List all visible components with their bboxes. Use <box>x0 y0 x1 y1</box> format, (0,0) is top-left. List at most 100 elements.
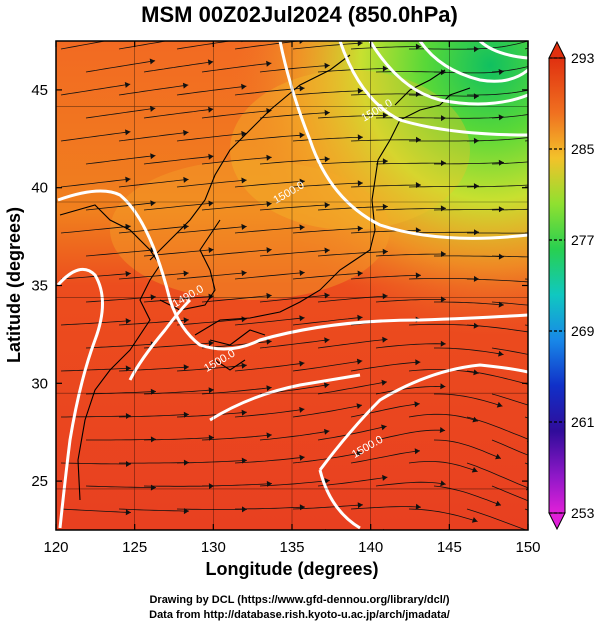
streamline-arrow <box>585 529 591 535</box>
chart-title: MSM 00Z02Jul2024 (850.0hPa) <box>141 2 458 27</box>
streamline <box>234 408 305 418</box>
streamline-arrow <box>125 318 131 324</box>
streamline <box>118 414 189 418</box>
streamline-arrow <box>299 360 305 367</box>
streamline <box>317 338 388 349</box>
streamline-arrow <box>266 385 272 392</box>
streamline-arrow <box>125 413 131 419</box>
streamline-arrow <box>125 365 131 372</box>
streamline <box>491 255 528 258</box>
streamline <box>118 84 189 96</box>
streamline <box>375 207 447 211</box>
streamline <box>60 83 131 96</box>
streamline <box>408 369 479 374</box>
streamline-arrow <box>587 384 593 390</box>
streamline-arrow <box>150 436 156 443</box>
streamline-arrow <box>266 201 272 207</box>
streamline <box>144 532 214 535</box>
streamline <box>201 295 272 303</box>
streamline-arrow <box>357 270 363 277</box>
y-axis-title: Latitude (degrees) <box>4 207 24 363</box>
streamline-arrow <box>324 109 330 116</box>
streamline-arrow <box>324 62 330 69</box>
streamline-arrow <box>324 337 330 344</box>
streamline <box>85 391 157 395</box>
streamline <box>85 60 156 73</box>
streamline <box>292 504 363 510</box>
streamline <box>60 508 131 513</box>
streamline-arrow <box>532 230 537 236</box>
streamline <box>434 393 503 407</box>
streamline-arrow <box>357 314 363 321</box>
streamline-arrow <box>267 530 272 536</box>
streamline <box>85 107 156 119</box>
streamline-arrow <box>495 500 501 507</box>
streamline-arrow <box>241 177 247 184</box>
y-tick-label: 35 <box>31 278 48 295</box>
y-tick-label: 45 <box>31 82 48 99</box>
streamline <box>408 94 480 97</box>
x-tick-label: 135 <box>279 539 304 556</box>
streamline-arrow <box>183 129 189 136</box>
streamline <box>317 425 387 441</box>
streamline <box>118 508 189 512</box>
x-tick-label: 130 <box>201 539 226 556</box>
colorbar-ticks: 293 285 277 269 261 253 <box>549 50 595 521</box>
streamline-arrow <box>498 159 504 166</box>
streamline-arrow <box>498 253 504 260</box>
streamline <box>491 114 528 119</box>
streamline-arrow <box>496 401 503 408</box>
streamline <box>466 324 528 333</box>
streamline <box>86 532 156 536</box>
streamline-arrow <box>324 292 330 299</box>
streamline-arrow <box>241 130 247 137</box>
streamline <box>491 161 528 165</box>
streamline <box>176 318 247 326</box>
streamline <box>375 385 446 395</box>
streamline-arrow <box>356 450 363 457</box>
streamline <box>433 208 505 211</box>
streamline-arrow <box>498 69 504 75</box>
streamline <box>491 485 528 502</box>
streamline-arrow <box>473 183 479 190</box>
streamline-arrow <box>415 227 421 234</box>
streamline <box>118 41 169 50</box>
streamline <box>86 438 157 441</box>
streamline <box>259 480 330 487</box>
streamline <box>375 481 446 487</box>
colorbar-label: 253 <box>571 505 595 521</box>
streamline-arrow <box>382 474 388 481</box>
streamline-arrow <box>124 82 131 88</box>
streamline-arrow <box>357 502 363 509</box>
streamline-arrow <box>415 91 421 97</box>
streamline <box>85 343 156 349</box>
streamline-arrow <box>531 87 537 93</box>
x-tick-labels: 120 125 130 135 140 145 150 <box>43 539 540 556</box>
streamline-arrow <box>324 202 330 209</box>
streamline <box>375 162 447 165</box>
streamline-arrow <box>382 336 388 343</box>
streamline <box>143 342 214 349</box>
streamline-arrow <box>382 248 388 255</box>
streamline <box>259 430 330 441</box>
streamline <box>350 93 421 96</box>
gridlines <box>56 41 528 530</box>
streamline <box>259 294 330 303</box>
streamline-arrow <box>208 247 214 253</box>
streamline <box>317 251 388 257</box>
streamline-arrow <box>241 457 247 464</box>
colorbar-label: 277 <box>571 232 595 248</box>
streamline-arrow <box>471 517 478 523</box>
streamline <box>292 316 363 326</box>
streamline <box>434 162 505 165</box>
streamline <box>85 155 156 165</box>
streamline <box>491 347 528 355</box>
streamline-arrow <box>415 359 421 366</box>
streamline <box>176 41 233 50</box>
streamline <box>201 249 272 257</box>
streamline-arrow <box>125 509 131 516</box>
height-contours <box>56 41 528 530</box>
streamline-arrow <box>149 58 156 65</box>
streamline-arrow <box>183 317 189 324</box>
streamline-arrow <box>183 176 189 183</box>
